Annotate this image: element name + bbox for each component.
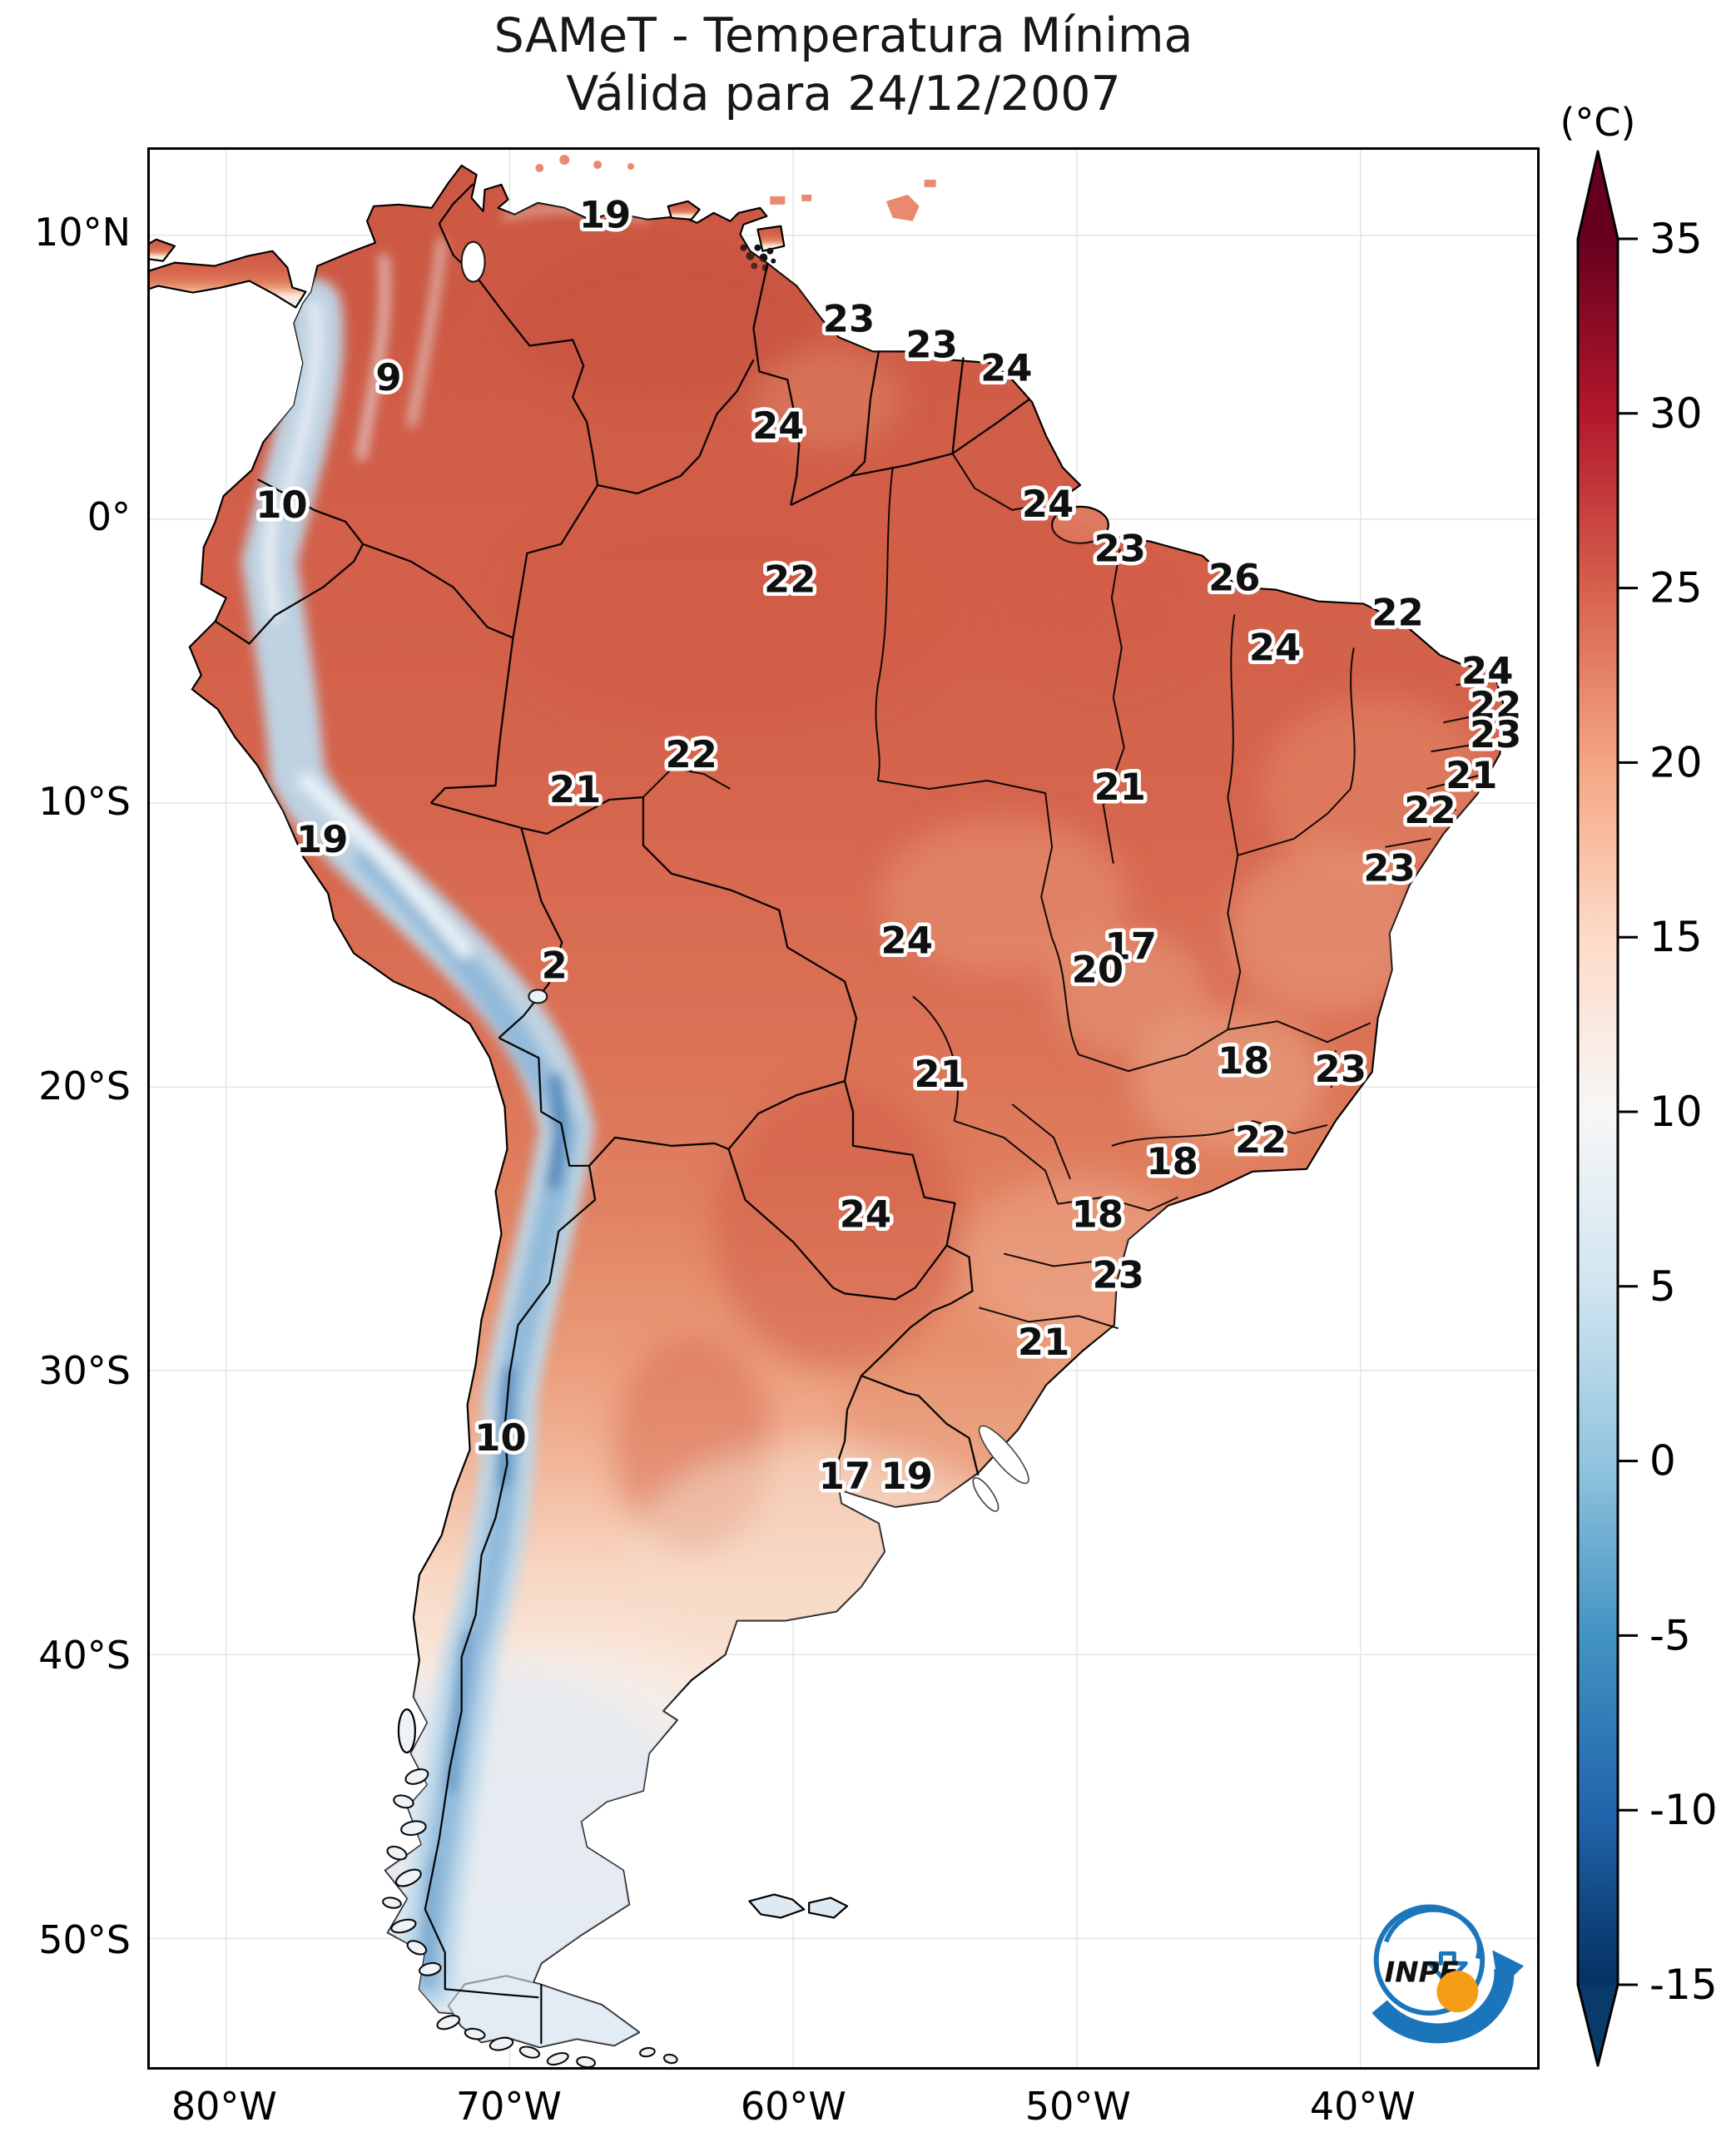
colorbar-tick-label: 10 bbox=[1649, 1088, 1703, 1136]
lon-tick-label: 50°W bbox=[1024, 2084, 1131, 2129]
temperature-value-label: 22 bbox=[1235, 1118, 1287, 1162]
temperature-value-label: 21 bbox=[549, 767, 601, 811]
trinidad-island bbox=[756, 225, 786, 252]
colorbar-tick-label: 35 bbox=[1649, 215, 1703, 263]
colorbar-tick-label: 0 bbox=[1649, 1437, 1676, 1485]
temperature-value-label: 21 bbox=[1446, 753, 1497, 797]
temperature-value-label: 18 bbox=[1218, 1039, 1269, 1083]
temperature-value-label: 20 bbox=[1072, 947, 1123, 991]
lon-tick-label: 60°W bbox=[740, 2084, 846, 2129]
temperature-value-label: 23 bbox=[1093, 1252, 1144, 1297]
temperature-value-label: 24 bbox=[1022, 482, 1074, 526]
lake-maracaibo bbox=[460, 240, 486, 283]
temperature-value-label: 23 bbox=[823, 296, 875, 340]
inpe-logo: INPE bbox=[1371, 1904, 1525, 2044]
colorbar-tick-label: -15 bbox=[1649, 1961, 1718, 2009]
lon-tick-label: 40°W bbox=[1309, 2084, 1416, 2129]
temperature-value-label: 23 bbox=[1470, 712, 1521, 756]
temperature-value-label: 2 bbox=[542, 943, 568, 987]
temperature-value-label: 22 bbox=[1404, 788, 1456, 832]
colorbar-unit-label: (°C) bbox=[1560, 100, 1636, 145]
lat-tick-label: 30°S bbox=[38, 1347, 131, 1393]
falkland-east bbox=[808, 1897, 849, 1919]
temperature-value-label: 26 bbox=[1208, 556, 1260, 600]
temperature-value-label: 19 bbox=[579, 193, 631, 237]
temperature-value-label: 23 bbox=[905, 322, 957, 366]
temperature-value-label: 24 bbox=[881, 918, 933, 962]
colorbar-tick-label: 25 bbox=[1649, 564, 1703, 612]
lat-tick-label: 10°S bbox=[38, 778, 131, 824]
temperature-value-label: 24 bbox=[980, 345, 1032, 389]
colorbar-arrow-top bbox=[1578, 151, 1618, 239]
plot-title-line2: Válida para 24/12/2007 bbox=[566, 67, 1121, 121]
temperature-value-label: 22 bbox=[764, 558, 816, 602]
temperature-value-label: 10 bbox=[255, 483, 307, 527]
lake-titicaca bbox=[528, 989, 548, 1004]
temperature-value-label: 22 bbox=[1371, 590, 1423, 634]
plot-title: SAMeT - Temperatura Mínima Válida para 2… bbox=[147, 7, 1540, 123]
lagoa-dos-patos bbox=[978, 1425, 1029, 1485]
temperature-value-label: 22 bbox=[665, 732, 717, 776]
panama-strip bbox=[150, 250, 307, 309]
lon-tick-label: 70°W bbox=[455, 2084, 562, 2129]
temperature-value-label: 23 bbox=[1315, 1047, 1366, 1091]
temperature-value-label: 24 bbox=[752, 404, 804, 448]
temperature-value-label: 23 bbox=[1363, 846, 1415, 890]
colorbar: 35 30 25 20 15 10 5 0 -5 -10 -15 bbox=[1576, 150, 1718, 2067]
colorbar-tick-label: -5 bbox=[1649, 1611, 1691, 1659]
lagoa-mirim bbox=[972, 1476, 999, 1512]
temperature-value-label: 19 bbox=[296, 817, 348, 861]
plot-title-line1: SAMeT - Temperatura Mínima bbox=[494, 8, 1193, 63]
temperature-value-label: 9 bbox=[375, 355, 401, 399]
temperature-value-label: 10 bbox=[474, 1416, 526, 1460]
temperature-value-label: 17 bbox=[819, 1454, 870, 1498]
lat-tick-label: 20°S bbox=[38, 1063, 131, 1108]
colorbar-tick-label: -10 bbox=[1649, 1786, 1718, 1834]
temperature-value-label: 22 bbox=[1470, 683, 1521, 727]
lat-tick-label: 0° bbox=[87, 493, 131, 539]
colorbar-tick-label: 5 bbox=[1649, 1262, 1676, 1311]
lakes bbox=[460, 240, 1029, 1512]
island-specks bbox=[535, 154, 936, 221]
temperature-value-label: 21 bbox=[914, 1052, 965, 1096]
chiloe-island bbox=[397, 1708, 416, 1754]
temperature-value-label: 18 bbox=[1072, 1193, 1123, 1237]
latitude-axis: 10°N 0° 10°S 20°S 30°S 40°S 50°S bbox=[0, 0, 136, 2152]
temperature-value-label: 21 bbox=[1094, 765, 1146, 809]
colorbar-tick-label: 30 bbox=[1649, 389, 1703, 438]
temperature-value-label: 24 bbox=[1249, 625, 1301, 669]
lat-tick-label: 40°S bbox=[38, 1632, 131, 1678]
colorbar-arrow-bottom bbox=[1578, 1985, 1618, 2065]
lon-tick-label: 80°W bbox=[171, 2084, 277, 2129]
temperature-value-label: 23 bbox=[1094, 527, 1146, 571]
colorbar-tick-label: 20 bbox=[1649, 738, 1703, 786]
lat-tick-label: 10°N bbox=[34, 209, 131, 255]
fjord-islands bbox=[382, 1768, 678, 2067]
colorbar-ticks: 35 30 25 20 15 10 5 0 -5 -10 -15 bbox=[1618, 215, 1718, 2009]
temperature-value-label: 21 bbox=[1018, 1320, 1069, 1364]
colorbar-tick-label: 15 bbox=[1649, 913, 1703, 961]
lat-tick-label: 50°S bbox=[38, 1916, 131, 1962]
state-borders bbox=[642, 453, 1498, 1330]
falkland-west bbox=[748, 1893, 806, 1919]
temperature-value-label: 19 bbox=[881, 1454, 933, 1498]
map-frame: INPE 19 23 23 24 9 24 10 24 23 26 22 22 24 24 22 23 22 21… bbox=[147, 147, 1540, 2070]
temperature-value-label: 24 bbox=[840, 1193, 891, 1237]
temperature-value-label: 18 bbox=[1146, 1139, 1198, 1183]
temperature-value-label: 17 bbox=[1105, 924, 1157, 968]
country-borders bbox=[215, 183, 1029, 2045]
margarita-island bbox=[667, 200, 701, 221]
costa-rica-corner bbox=[150, 238, 176, 262]
temperature-value-label: 24 bbox=[1461, 648, 1513, 692]
